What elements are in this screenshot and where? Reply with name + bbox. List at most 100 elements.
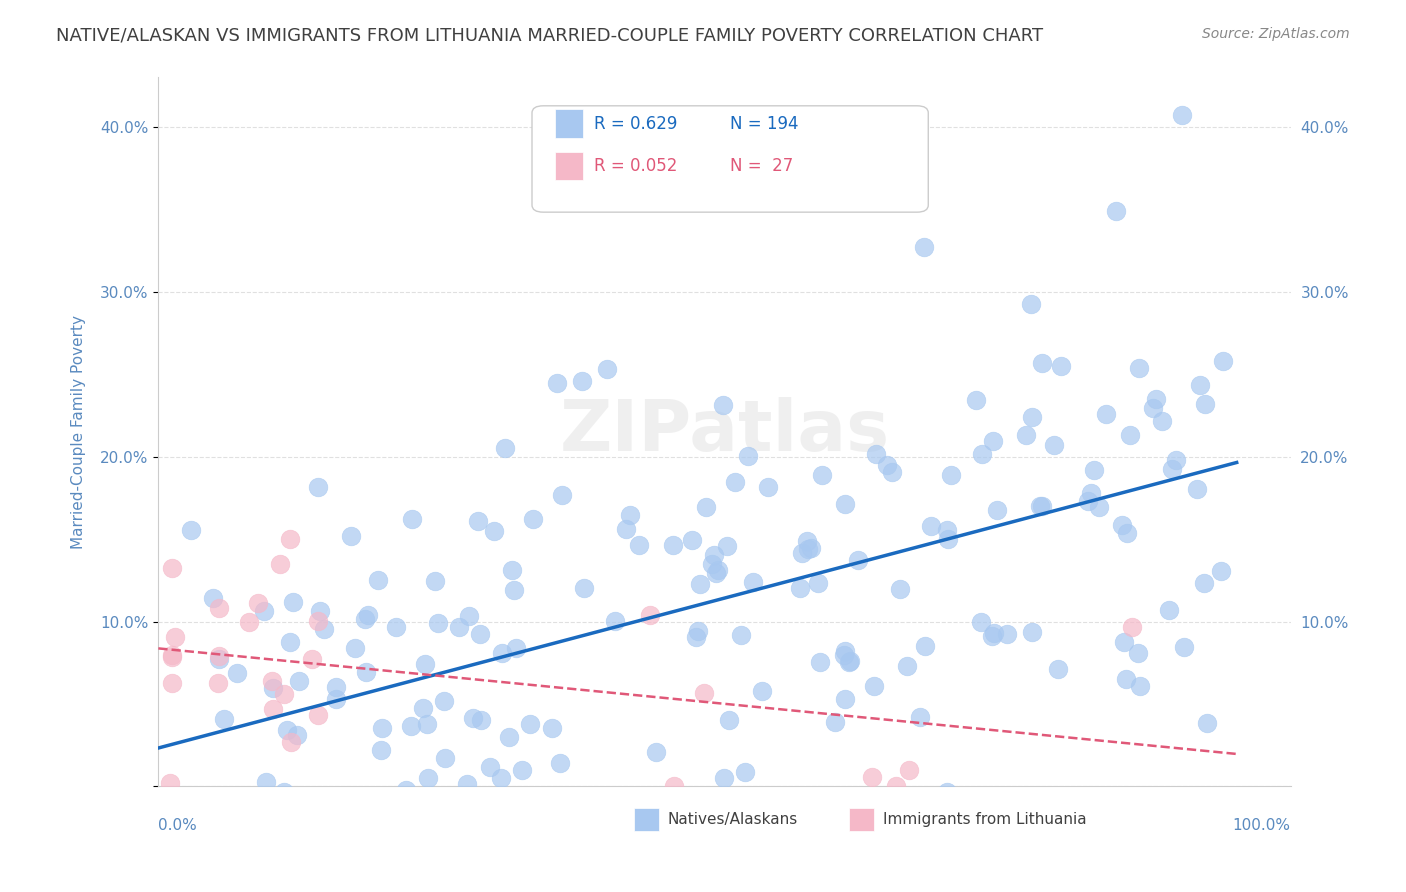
Text: ZIPatlas: ZIPatlas <box>560 398 890 467</box>
Point <box>914 639 936 653</box>
Point <box>834 644 856 658</box>
Point <box>467 515 489 529</box>
Point <box>546 376 568 390</box>
Point <box>834 691 856 706</box>
Point <box>912 240 935 254</box>
Point <box>456 777 478 791</box>
Point <box>824 714 846 729</box>
Point <box>1077 493 1099 508</box>
Point <box>325 692 347 706</box>
Point <box>970 615 993 629</box>
Point <box>571 374 593 388</box>
Text: NATIVE/ALASKAN VS IMMIGRANTS FROM LITHUANIA MARRIED-COUPLE FAMILY POVERTY CORREL: NATIVE/ALASKAN VS IMMIGRANTS FROM LITHUA… <box>56 27 1043 45</box>
Point <box>357 607 380 622</box>
Point <box>484 813 506 827</box>
Point <box>1129 679 1152 693</box>
Point <box>434 750 457 764</box>
Point <box>695 500 717 514</box>
Point <box>741 574 763 589</box>
Point <box>413 657 436 672</box>
Point <box>238 793 260 807</box>
Point <box>307 480 329 494</box>
Text: R = 0.629: R = 0.629 <box>595 114 678 133</box>
Point <box>1126 646 1149 660</box>
Point <box>703 549 725 563</box>
Point <box>247 596 270 610</box>
Point <box>262 681 284 695</box>
Point <box>707 563 730 577</box>
Point <box>160 676 183 690</box>
Y-axis label: Married-Couple Family Poverty: Married-Couple Family Poverty <box>72 315 86 549</box>
Point <box>1128 361 1150 376</box>
Point <box>538 152 561 166</box>
Point <box>1192 576 1215 591</box>
Point <box>447 620 470 634</box>
Point <box>935 523 957 537</box>
Point <box>1164 453 1187 467</box>
Point <box>1050 359 1073 373</box>
Point <box>160 650 183 665</box>
Point <box>596 362 619 376</box>
Point <box>197 813 219 827</box>
Point <box>194 813 217 827</box>
Point <box>1121 620 1143 634</box>
Point <box>548 756 571 770</box>
Point <box>425 574 447 588</box>
Bar <box>554 152 583 180</box>
Point <box>981 434 1004 448</box>
Point <box>402 813 425 827</box>
Point <box>501 563 523 577</box>
Point <box>689 576 711 591</box>
Point <box>308 604 330 618</box>
Point <box>619 508 641 522</box>
Point <box>1194 397 1216 411</box>
Point <box>273 785 295 799</box>
Text: R = 0.052: R = 0.052 <box>595 157 678 175</box>
Point <box>385 620 408 634</box>
Point <box>325 680 347 694</box>
Point <box>865 447 887 461</box>
Point <box>711 398 734 412</box>
Point <box>638 607 661 622</box>
Point <box>808 655 831 669</box>
Point <box>262 702 284 716</box>
Point <box>936 784 959 798</box>
Point <box>219 813 242 827</box>
Point <box>723 475 745 489</box>
Point <box>257 813 280 827</box>
Point <box>862 679 884 693</box>
Point <box>401 511 423 525</box>
Point <box>662 538 685 552</box>
Point <box>1144 392 1167 406</box>
Point <box>489 771 512 785</box>
Point <box>800 541 823 556</box>
Point <box>1159 603 1181 617</box>
Point <box>704 566 727 581</box>
Point <box>790 546 813 560</box>
Point <box>176 812 198 826</box>
Point <box>1195 716 1218 731</box>
Point <box>718 713 741 727</box>
Point <box>884 780 907 794</box>
Point <box>838 654 860 668</box>
Point <box>1019 297 1042 311</box>
Point <box>737 449 759 463</box>
Point <box>370 742 392 756</box>
Point <box>1043 438 1066 452</box>
Point <box>276 723 298 737</box>
Point <box>433 693 456 707</box>
Point <box>882 465 904 479</box>
Point <box>811 467 834 482</box>
Point <box>357 813 380 827</box>
Point <box>228 789 250 804</box>
Point <box>1212 354 1234 368</box>
Point <box>312 622 335 636</box>
Point <box>160 560 183 574</box>
Point <box>572 582 595 596</box>
Point <box>1211 564 1233 578</box>
Point <box>519 716 541 731</box>
Point <box>796 533 818 548</box>
Point <box>1161 462 1184 476</box>
Point <box>278 634 301 648</box>
Point <box>1021 625 1043 640</box>
